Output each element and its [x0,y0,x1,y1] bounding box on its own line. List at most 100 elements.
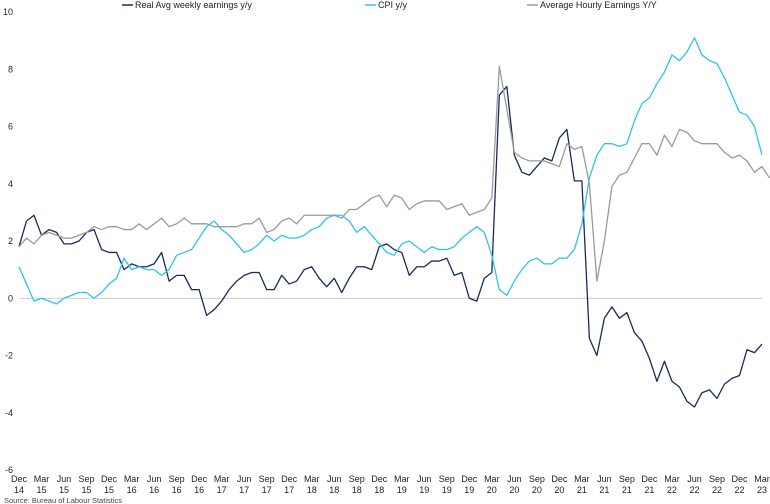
svg-text:14: 14 [14,485,24,495]
svg-text:Mar: Mar [664,474,680,484]
legend-item: CPI y/y [365,0,408,10]
svg-text:20: 20 [554,485,564,495]
legend-item: Real Avg weekly earnings y/y [122,0,252,10]
svg-text:15: 15 [59,485,69,495]
svg-text:19: 19 [419,485,429,495]
svg-text:Dec: Dec [461,474,478,484]
legend: Real Avg weekly earnings y/y CPI y/y Avera… [122,0,657,10]
svg-text:Sep: Sep [619,474,635,484]
svg-text:Mar: Mar [394,474,410,484]
svg-text:21: 21 [599,485,609,495]
svg-text:Dec: Dec [191,474,208,484]
svg-text:Dec: Dec [641,474,658,484]
svg-text:18: 18 [352,485,362,495]
svg-text:Mar: Mar [304,474,320,484]
svg-text:16: 16 [127,485,137,495]
svg-text:Sep: Sep [169,474,185,484]
svg-text:19: 19 [442,485,452,495]
y-tick-label: -4 [5,408,13,418]
svg-text:18: 18 [374,485,384,495]
y-tick-label: 0 [8,293,13,303]
svg-text:Dec: Dec [551,474,568,484]
series-line-real-avg-weekly-earnings-y-y [18,85,763,408]
svg-text:17: 17 [239,485,249,495]
svg-text:Jun: Jun [597,474,612,484]
svg-text:Dec: Dec [731,474,748,484]
source-note: Source: Bureau of Labour Statistics [4,496,122,504]
y-tick-label: 4 [8,179,13,189]
svg-text:Jun: Jun [507,474,522,484]
svg-text:20: 20 [532,485,542,495]
svg-text:Sep: Sep [79,474,95,484]
svg-text:22: 22 [734,485,744,495]
svg-text:Sep: Sep [529,474,545,484]
svg-text:Dec: Dec [101,474,118,484]
y-tick-label: 2 [8,236,13,246]
svg-text:Jun: Jun [687,474,702,484]
svg-text:Dec: Dec [11,474,28,484]
y-tick-label: 6 [8,122,13,132]
svg-text:Jun: Jun [147,474,162,484]
svg-text:17: 17 [284,485,294,495]
svg-text:Sep: Sep [259,474,275,484]
legend-label: Real Avg weekly earnings y/y [135,0,252,10]
svg-text:15: 15 [104,485,114,495]
y-tick-label: 10 [3,7,13,17]
svg-text:21: 21 [644,485,654,495]
svg-text:19: 19 [464,485,474,495]
svg-text:Mar: Mar [34,474,50,484]
svg-text:Dec: Dec [281,474,298,484]
svg-text:20: 20 [509,485,519,495]
svg-text:20: 20 [487,485,497,495]
y-tick-label: 8 [8,64,13,74]
legend-label: CPI y/y [378,0,408,10]
svg-text:Mar: Mar [124,474,140,484]
svg-text:Sep: Sep [709,474,725,484]
svg-text:17: 17 [217,485,227,495]
svg-text:Jun: Jun [327,474,342,484]
svg-text:21: 21 [622,485,632,495]
y-tick-label: -2 [5,351,13,361]
svg-text:Mar: Mar [484,474,500,484]
series-line-cpi-y-y [18,37,763,305]
svg-text:15: 15 [37,485,47,495]
y-axis: -6 -4 -2 0 2 4 6 8 10 [3,7,13,475]
svg-text:Mar: Mar [754,474,770,484]
x-axis: Dec14Mar15Jun15Sep15Dec15Mar16Jun16Sep16… [11,297,770,495]
svg-text:22: 22 [689,485,699,495]
svg-text:19: 19 [397,485,407,495]
svg-text:Jun: Jun [417,474,432,484]
svg-text:16: 16 [172,485,182,495]
svg-text:17: 17 [262,485,272,495]
